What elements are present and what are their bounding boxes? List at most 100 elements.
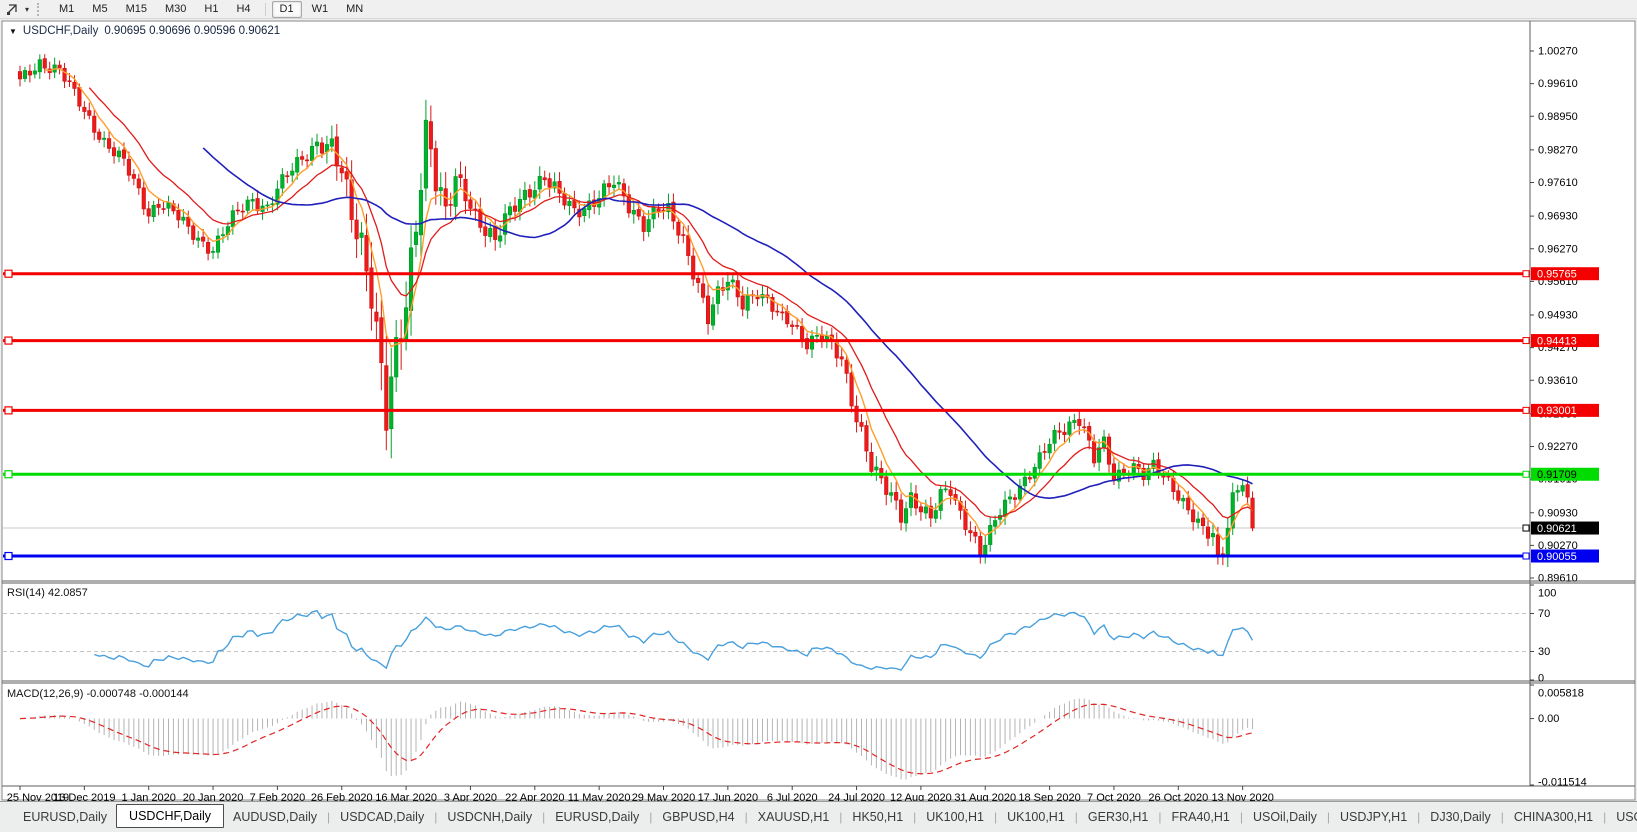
price-axis-label: 0.96270: [1538, 243, 1578, 255]
time-axis-label: 7 Oct 2020: [1087, 792, 1141, 801]
price-axis[interactable]: 1.00270 0.99610 0.98950 0.98270 0.97610 0.969…: [1530, 46, 1578, 585]
crosshair-tool-icon[interactable]: [3, 2, 21, 17]
tab-hk50-h1[interactable]: HK50,H1: [852, 810, 904, 824]
tab-usdcad-daily[interactable]: USDCAD,Daily: [340, 810, 425, 824]
price-tag-0.94413: [1531, 334, 1599, 348]
rsi-axis-label: 30: [1538, 646, 1550, 658]
tab-usoil-daily[interactable]: USOil,Daily: [1252, 810, 1317, 824]
tab-divider: |: [1500, 810, 1504, 824]
tab-divider: |: [993, 810, 998, 824]
tab-divider: |: [839, 810, 843, 824]
macd-label: MACD(12,26,9) -0.000748 -0.000144: [7, 688, 189, 700]
hline-handle[interactable]: [4, 470, 13, 479]
tab-eurusd-daily[interactable]: EURUSD,Daily: [555, 810, 640, 824]
tab-xauusd-h1[interactable]: XAUUSD,H1: [757, 810, 830, 824]
current-price-tag: [1531, 521, 1599, 535]
chart-tab-bar: EURUSD,Daily USDCHF,Daily AUDUSD,Daily | USD…: [0, 801, 1637, 832]
hline-handle[interactable]: [4, 269, 13, 278]
price-axis-label: 0.97610: [1538, 177, 1578, 189]
dropdown-caret-icon[interactable]: ▾: [24, 4, 29, 14]
timeframe-button-mn[interactable]: MN: [346, 2, 364, 15]
timeframe-button-m15[interactable]: M15: [125, 2, 147, 15]
time-axis-label: 31 Aug 2020: [954, 792, 1016, 801]
price-axis-label: 0.89610: [1538, 573, 1578, 585]
tab-usoil-h1[interactable]: USOil,H1: [1616, 810, 1637, 824]
svg-text:0.94413: 0.94413: [1537, 335, 1577, 347]
time-axis-label: 16 Mar 2020: [375, 792, 437, 801]
time-axis-label: 1 Jan 2020: [121, 792, 175, 801]
price-chart-canvas[interactable]: 1.00270 0.99610 0.98950 0.98270 0.97610 0.969…: [0, 20, 1637, 801]
macd-axis-label: -0.011514: [1538, 777, 1587, 789]
price-axis-label: 1.00270: [1538, 46, 1578, 58]
timeframe-button-w1[interactable]: W1: [311, 2, 329, 15]
tab-usdchf-daily[interactable]: USDCHF,Daily: [116, 803, 224, 828]
tab-dj30-daily[interactable]: DJ30,Daily: [1430, 810, 1491, 824]
tab-ger30-h1[interactable]: GER30,H1: [1087, 810, 1149, 824]
time-axis-label: 25 Nov 2019: [7, 792, 69, 801]
tab-uk100-h1[interactable]: UK100,H1: [1007, 810, 1065, 824]
timeframe-button-m5[interactable]: M5: [92, 2, 108, 15]
tab-gbpusd-h4[interactable]: GBPUSD,H4: [662, 810, 735, 824]
toolbar-grip: [37, 2, 44, 16]
chart-title: ▼ USDCHF,Daily 0.90695 0.90696 0.90596 0…: [9, 25, 280, 37]
tab-divider: |: [434, 810, 438, 824]
toolbar: ▾ M1 M5 M15 M30 H1 H4 D1 W1 MN: [0, 0, 1637, 19]
ma-slow-line: [202, 147, 1253, 500]
macd-axis-label: 0.00: [1538, 713, 1559, 725]
timeframe-button-h1[interactable]: H1: [204, 2, 219, 15]
svg-text:0.95765: 0.95765: [1537, 269, 1577, 281]
price-tag-0.95765: [1531, 267, 1599, 281]
rsi-label: RSI(14) 42.0857: [7, 587, 88, 599]
time-axis-label: 3 Apr 2020: [444, 792, 497, 801]
tab-audusd-daily[interactable]: AUDUSD,Daily: [233, 810, 318, 824]
svg-text:0.90055: 0.90055: [1537, 551, 1577, 563]
time-axis-label: 26 Oct 2020: [1148, 792, 1208, 801]
timeframe-button-d1[interactable]: D1: [271, 0, 302, 18]
svg-text:0.91709: 0.91709: [1537, 469, 1577, 481]
tab-china300-h1[interactable]: CHINA300,H1: [1513, 810, 1594, 824]
chart-area: 1.00270 0.99610 0.98950 0.98270 0.97610 0.969…: [0, 20, 1637, 801]
macd-signal-line: [19, 703, 1253, 775]
price-axis-label: 0.96930: [1538, 211, 1578, 223]
horizontal-lines-layer[interactable]: [3, 269, 1529, 561]
tab-divider: |: [1417, 810, 1421, 824]
tab-divider: |: [913, 810, 917, 824]
rsi-line: [94, 609, 1254, 671]
time-axis-label: 20 Jan 2020: [183, 792, 244, 801]
price-axis-label: 0.92270: [1538, 441, 1578, 453]
price-axis-label: 0.98270: [1538, 144, 1578, 156]
hline-handle[interactable]: [4, 336, 13, 345]
timeframe-button-m1[interactable]: M1: [59, 2, 75, 15]
time-axis-label: 13 Nov 2020: [1211, 792, 1273, 801]
ma-mid-line: [88, 87, 1253, 519]
symbol-dropdown-icon[interactable]: ▼: [9, 26, 17, 36]
price-tag-0.91709: [1531, 467, 1599, 481]
price-tag-0.93001: [1531, 403, 1599, 417]
timeframe-button-m30[interactable]: M30: [164, 2, 187, 15]
tab-usdjpy-h1[interactable]: USDJPY,H1: [1340, 810, 1408, 824]
tab-uk100-h1[interactable]: UK100,H1: [926, 810, 984, 824]
ma-fast-line: [44, 67, 1254, 541]
toolbar-separator: [264, 2, 266, 16]
tab-fra40-h1[interactable]: FRA40,H1: [1171, 810, 1230, 824]
hline-handle[interactable]: [4, 551, 13, 561]
tab-usdcnh-daily[interactable]: USDCNH,Daily: [447, 810, 533, 824]
time-axis-label: 24 Jul 2020: [828, 792, 885, 801]
time-axis-label: 11 May 2020: [568, 792, 631, 801]
tab-divider: |: [1239, 810, 1243, 824]
timeframe-button-h4[interactable]: H4: [236, 2, 251, 15]
tab-eurusd-daily[interactable]: EURUSD,Daily: [23, 810, 108, 824]
tab-divider: |: [649, 810, 653, 824]
svg-text:0.93001: 0.93001: [1537, 405, 1577, 417]
ohlc-values: 0.90695 0.90696 0.90596 0.90621: [104, 25, 281, 37]
timeframe-toolbar: M1 M5 M15 M30 H1 H4 D1 W1 MN: [50, 0, 372, 18]
time-axis-label: 29 May 2020: [632, 792, 696, 801]
tab-divider: |: [542, 810, 546, 824]
time-axis-label: 7 Feb 2020: [250, 792, 306, 801]
price-axis-label: 0.98950: [1538, 111, 1578, 123]
time-axis-label: 6 Jul 2020: [767, 792, 818, 801]
price-axis-label: 0.93610: [1538, 375, 1578, 387]
tab-divider: |: [1603, 810, 1607, 824]
hline-handle[interactable]: [4, 406, 13, 415]
